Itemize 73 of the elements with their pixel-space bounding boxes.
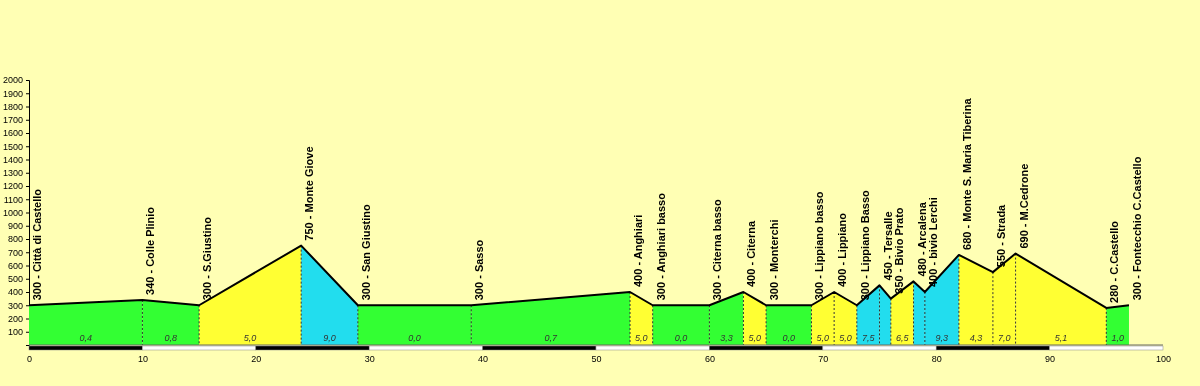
annotation: 0,8 [164, 333, 178, 343]
x-tick-label: 60 [704, 354, 715, 365]
x-tick-label: 40 [478, 354, 489, 365]
annotation: 1,0 [1111, 333, 1124, 343]
data-label: 690 - M.Cedrone [1017, 163, 1030, 249]
x-tick-label: 100 [1155, 354, 1172, 365]
data-label: 300 - Lippiano basso [813, 191, 826, 301]
annotation: 9,0 [323, 333, 336, 343]
y-tick-label: 900 [7, 221, 23, 232]
data-label: 300 - Anghiari basso [654, 192, 667, 301]
y-tick-label: 1800 [2, 101, 23, 112]
annotation: 0,0 [674, 333, 688, 343]
y-tick-label: 1300 [2, 168, 23, 179]
x-tick-label: 70 [818, 354, 829, 365]
y-tick-label: 2000 [2, 75, 23, 86]
annotation: 7,5 [861, 333, 876, 343]
annotation: 9,3 [935, 333, 949, 343]
y-tick-label: 700 [7, 247, 23, 258]
y-tick-label: 1600 [2, 128, 23, 139]
x-tick-label: 80 [931, 354, 942, 365]
y-tick-label: 1200 [2, 181, 23, 192]
y-tick-label: 400 [7, 287, 23, 298]
annotation: 0,7 [544, 333, 558, 343]
annotation: 5,0 [839, 333, 852, 343]
annotation: 0,0 [408, 333, 421, 343]
x-tick-label: 90 [1045, 354, 1056, 365]
data-label: 400 - Citerna [745, 220, 758, 287]
y-tick-label: 1900 [2, 88, 23, 99]
y-tick-label: 1000 [2, 207, 23, 218]
y-tick-label: 300 [7, 300, 23, 311]
data-label: 280 - C.Castello [1108, 220, 1121, 303]
data-label: 480 - Arcalena [915, 201, 928, 277]
y-tick-label: 1100 [3, 194, 23, 205]
data-label: 340 - Colle Plinio [144, 206, 157, 295]
data-label: 400 - Lippiano [836, 212, 849, 287]
y-tick-label: 1700 [2, 115, 23, 126]
x-tick-label: 30 [364, 354, 375, 365]
x-tick-label: 20 [251, 354, 262, 365]
annotation: 0,0 [782, 333, 796, 343]
data-label: 300 - Fontecchio C.Castello [1130, 156, 1143, 301]
annotation: 5,0 [243, 333, 257, 343]
annotation: 0,4 [79, 333, 92, 343]
annotation: 5,0 [748, 333, 762, 343]
data-label: 300 - Citerna basso [711, 199, 724, 301]
annotation: 3,3 [720, 333, 733, 343]
y-tick-label: 600 [7, 260, 23, 271]
y-tick-label: 1500 [2, 141, 23, 152]
data-label: 300 - Monterchi [768, 219, 781, 301]
data-label: 300 - S.Giustino [201, 216, 214, 301]
x-tick-label: 10 [137, 354, 148, 365]
annotation: 6,5 [895, 333, 910, 343]
y-tick-label: 1400 [2, 154, 23, 165]
y-tick-label: 800 [7, 234, 23, 245]
data-label: 300 - Lippiano Basso [858, 189, 871, 301]
data-label: 680 - Monte S. Maria Tiberina [960, 97, 973, 250]
data-label: 450 - Tersalle [881, 211, 894, 281]
y-tick-label: 500 [7, 274, 23, 285]
data-label: 400 - Anghiari [632, 214, 645, 287]
data-label: 300 - Città di Castello [31, 188, 43, 301]
annotation: 5,0 [816, 333, 830, 343]
annotation: 7,0 [997, 333, 1011, 343]
data-label: 400 - bivio Lerchi [926, 197, 939, 287]
x-tick-label: 50 [591, 354, 602, 365]
y-tick-label: 100 [7, 327, 23, 338]
y-tick-label: 200 [7, 313, 23, 324]
data-label: 300 - Sasso [473, 239, 486, 301]
annotation: 5,0 [635, 333, 648, 343]
data-label: 750 - Monte Giove [303, 146, 316, 241]
annotation: 5,1 [1054, 333, 1068, 343]
data-label: 300 - San Giustino [359, 204, 372, 301]
x-tick-label: 0 [26, 354, 33, 365]
data-label: 350 - Bivio Prato [892, 207, 905, 294]
annotation: 4,3 [969, 333, 983, 343]
